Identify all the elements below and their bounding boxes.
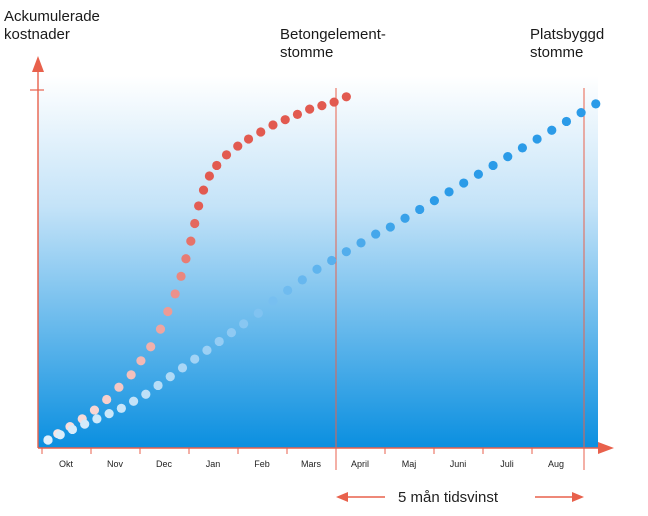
x-tick-label-aug: Aug xyxy=(548,459,564,469)
series-0-point-12 xyxy=(170,289,180,299)
series-1-point-2 xyxy=(67,424,78,435)
series-1-point-1 xyxy=(55,430,65,440)
series-1-point-10 xyxy=(165,372,175,382)
series-1-point-25 xyxy=(371,229,381,239)
series-1-point-15 xyxy=(226,328,237,338)
series-0-point-16 xyxy=(190,218,200,229)
series-0-point-29 xyxy=(317,101,327,111)
series-1-point-20 xyxy=(297,275,307,285)
series-0-point-9 xyxy=(146,342,156,352)
x-tick-label-maj: Maj xyxy=(402,459,417,469)
x-tick-label-dec: Dec xyxy=(156,459,173,469)
series-1-point-17 xyxy=(253,308,263,318)
series-0-point-27 xyxy=(292,109,303,119)
series-0 xyxy=(43,92,351,445)
series-1-point-0 xyxy=(43,435,53,445)
series-1-point-12 xyxy=(190,354,200,364)
annotation-label-bg xyxy=(385,485,535,507)
series-1-point-31 xyxy=(459,178,469,188)
series-0-point-19 xyxy=(204,171,214,181)
series-1-point-7 xyxy=(128,396,139,406)
series-1-point-30 xyxy=(444,187,454,197)
series-1-point-5 xyxy=(104,409,114,419)
series-0-point-11 xyxy=(163,306,173,317)
series-1-point-23 xyxy=(341,247,351,257)
series-0-point-25 xyxy=(268,120,278,130)
series-1-point-16 xyxy=(239,319,249,329)
series-1-point-35 xyxy=(517,143,528,153)
x-tick-label-april: April xyxy=(351,459,369,469)
series-0-point-24 xyxy=(256,127,266,137)
series-0-point-15 xyxy=(186,236,196,246)
y-axis-arrow xyxy=(32,56,44,72)
x-tick-label-juni: Juni xyxy=(450,459,467,469)
series-0-point-31 xyxy=(341,92,351,102)
series-1-point-6 xyxy=(116,403,126,413)
annotation-arrow-left xyxy=(336,492,348,502)
x-tick-label-nov: Nov xyxy=(107,459,124,469)
series-0-point-8 xyxy=(136,356,146,366)
series-1-point-28 xyxy=(415,204,425,215)
series-1-point-4 xyxy=(92,414,102,424)
series-0-point-30 xyxy=(329,97,339,107)
series-0-point-22 xyxy=(233,141,243,151)
series-1-point-3 xyxy=(80,419,90,429)
series-1-point-19 xyxy=(283,285,293,295)
series-1-point-26 xyxy=(385,222,395,232)
series-1-point-8 xyxy=(141,389,151,399)
series-0-point-10 xyxy=(155,324,166,334)
x-axis-arrow xyxy=(598,442,614,454)
series-label-platsbyggd: Platsbyggd stomme xyxy=(530,26,605,61)
annotation-arrow-right xyxy=(572,492,584,502)
series-1-point-9 xyxy=(153,380,163,391)
series-1-point-14 xyxy=(214,336,224,347)
x-tick-label-juli: Juli xyxy=(500,459,514,469)
series-1-point-36 xyxy=(532,134,542,144)
series-1-point-22 xyxy=(327,255,337,266)
series-1-point-38 xyxy=(561,116,572,127)
series-1-point-32 xyxy=(473,169,483,179)
plot-background xyxy=(38,76,598,448)
series-1-point-39 xyxy=(576,108,586,118)
series-1-point-34 xyxy=(503,152,513,162)
series-1-point-18 xyxy=(268,296,278,306)
series-1-point-24 xyxy=(356,238,366,248)
y-axis-label: Ackumulerade kostnader xyxy=(4,8,100,43)
series-label-betongelement: Betongelement- stomme xyxy=(280,26,386,61)
series-0-point-20 xyxy=(212,160,222,171)
x-tick-label-okt: Okt xyxy=(59,459,74,469)
x-tick-label-feb: Feb xyxy=(254,459,270,469)
series-0-point-6 xyxy=(114,382,124,392)
series-0-point-13 xyxy=(176,271,186,281)
series-0-point-23 xyxy=(243,134,254,144)
series-0-point-17 xyxy=(194,201,204,211)
series-0-point-21 xyxy=(221,150,232,160)
series-1-point-33 xyxy=(488,160,498,171)
series-1-point-21 xyxy=(312,264,322,274)
series-1-point-27 xyxy=(400,213,410,223)
x-tick-label-jan: Jan xyxy=(206,459,221,469)
series-0-point-7 xyxy=(126,370,136,380)
x-tick-label-mars: Mars xyxy=(301,459,321,469)
annotation-label: 5 mån tidsvinst xyxy=(398,489,499,506)
series-0-point-4 xyxy=(89,405,100,415)
series-0-point-5 xyxy=(102,394,112,405)
series-1-point-13 xyxy=(202,345,212,355)
series-1-point-11 xyxy=(177,363,188,373)
series-0-point-14 xyxy=(181,254,191,264)
series-1-point-40 xyxy=(591,99,601,109)
series-0-point-28 xyxy=(305,104,315,114)
series-1 xyxy=(43,99,601,445)
series-1-point-37 xyxy=(547,125,557,135)
series-0-point-18 xyxy=(198,185,209,195)
series-1-point-29 xyxy=(429,196,439,206)
series-0-point-26 xyxy=(280,115,290,125)
